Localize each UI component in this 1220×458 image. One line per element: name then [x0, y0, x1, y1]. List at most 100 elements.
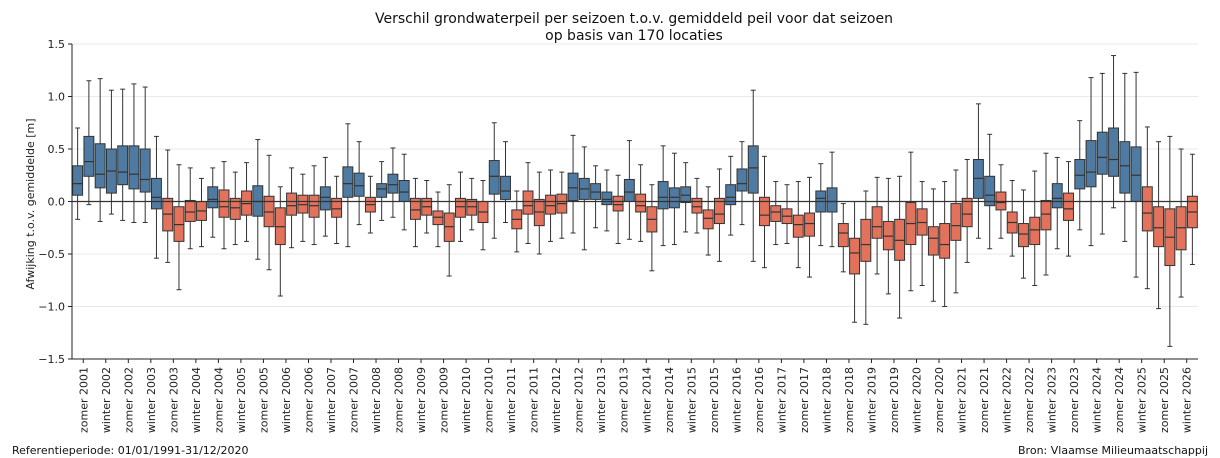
box-iqr — [1051, 183, 1063, 209]
y-tick-label: 0.5 — [48, 143, 66, 156]
box-1 — [83, 80, 95, 206]
box-3 — [105, 89, 117, 215]
box-43 — [556, 171, 568, 239]
box-iqr — [1141, 186, 1153, 232]
box-iqr — [713, 197, 725, 225]
box-31 — [421, 180, 433, 234]
box-99 — [1186, 153, 1198, 265]
box-28 — [387, 147, 399, 218]
x-tick-label: winter 2008 — [370, 367, 383, 433]
box-92 — [1108, 55, 1120, 209]
box-54 — [680, 162, 692, 233]
x-tick-label: winter 2021 — [956, 367, 969, 433]
box-85 — [1029, 170, 1041, 286]
box-36 — [477, 180, 489, 251]
box-93 — [1119, 72, 1131, 242]
box-iqr — [1029, 216, 1041, 246]
y-tick-label: −1.0 — [38, 301, 65, 314]
y-tick-label: 1.0 — [48, 91, 66, 104]
chart-title-line2: op basis van 170 locaties — [545, 28, 723, 44]
x-tick-label: winter 2009 — [415, 367, 428, 433]
box-20 — [297, 173, 309, 242]
box-iqr — [150, 177, 162, 210]
box-iqr — [1130, 146, 1142, 202]
box-47 — [601, 169, 613, 232]
box-iqr — [826, 187, 838, 213]
box-10 — [184, 167, 196, 250]
y-tick-label: 0.0 — [48, 196, 66, 209]
box-91 — [1096, 72, 1108, 235]
x-tick-label: winter 2016 — [730, 367, 743, 433]
box-iqr — [1018, 223, 1029, 248]
box-24 — [342, 123, 354, 248]
box-35 — [466, 177, 478, 231]
x-tick-label: winter 2012 — [550, 367, 563, 433]
x-tick-label: zomer 2017 — [798, 367, 811, 433]
box-65 — [804, 176, 815, 278]
box-53 — [668, 152, 680, 246]
box-90 — [1085, 77, 1097, 247]
box-96 — [1153, 141, 1165, 310]
box-iqr — [229, 197, 241, 220]
x-tick-label: zomer 2019 — [888, 367, 901, 433]
box-iqr — [500, 175, 511, 200]
x-tick-label: zomer 2024 — [1113, 367, 1126, 433]
box-iqr — [488, 160, 500, 195]
box-iqr — [747, 145, 759, 194]
box-73 — [894, 175, 906, 319]
boxes-layer — [72, 55, 1198, 347]
box-iqr — [961, 197, 973, 228]
box-iqr — [1096, 131, 1108, 175]
box-81 — [984, 133, 996, 250]
box-30 — [409, 177, 421, 248]
box-6 — [139, 86, 151, 223]
chart-title-line1: Verschil grondwaterpeil per seizoen t.o.… — [375, 11, 893, 27]
box-83 — [1006, 180, 1018, 257]
box-34 — [455, 171, 466, 242]
x-tick-label: zomer 2021 — [978, 367, 991, 433]
x-tick-label: winter 2006 — [280, 367, 293, 433]
x-tick-label: zomer 2010 — [483, 367, 496, 433]
box-iqr — [725, 184, 737, 206]
box-33 — [443, 184, 455, 277]
box-62 — [770, 181, 782, 246]
box-iqr — [804, 212, 815, 237]
box-iqr — [657, 181, 669, 210]
x-tick-label: winter 2023 — [1046, 367, 1059, 433]
x-tick-label: winter 2005 — [235, 367, 248, 433]
x-tick-label: winter 2015 — [685, 367, 698, 433]
x-tick-label: zomer 2016 — [753, 367, 766, 433]
box-iqr — [849, 237, 861, 275]
box-iqr — [409, 197, 421, 220]
box-iqr — [83, 135, 95, 177]
x-tick-label: winter 2024 — [1091, 367, 1104, 433]
box-iqr — [612, 195, 624, 212]
x-tick-label: zomer 2006 — [302, 367, 315, 433]
box-iqr — [1040, 199, 1052, 231]
box-59 — [736, 141, 748, 226]
box-27 — [376, 161, 388, 221]
box-iqr — [691, 197, 703, 214]
source-note: Bron: Vlaamse Milieumaatschappij — [1018, 444, 1208, 457]
x-tick-label: zomer 2004 — [212, 367, 225, 433]
box-63 — [781, 184, 793, 244]
box-iqr — [353, 172, 365, 197]
box-iqr — [860, 218, 872, 262]
box-iqr — [398, 180, 410, 202]
box-26 — [364, 175, 376, 234]
box-iqr — [623, 178, 635, 202]
x-tick-label: winter 2025 — [1136, 367, 1149, 433]
box-iqr — [72, 165, 84, 196]
box-iqr — [342, 166, 354, 198]
box-iqr — [522, 190, 534, 215]
x-tick-label: winter 2002 — [100, 367, 113, 433]
box-29 — [398, 153, 410, 231]
box-71 — [871, 176, 883, 275]
x-tick-label: zomer 2022 — [1023, 367, 1036, 433]
y-tick-label: −1.5 — [38, 353, 65, 366]
box-14 — [229, 171, 241, 246]
x-tick-label: winter 2018 — [820, 367, 833, 433]
box-2 — [94, 78, 106, 222]
box-iqr — [1108, 127, 1120, 177]
box-38 — [500, 141, 511, 223]
